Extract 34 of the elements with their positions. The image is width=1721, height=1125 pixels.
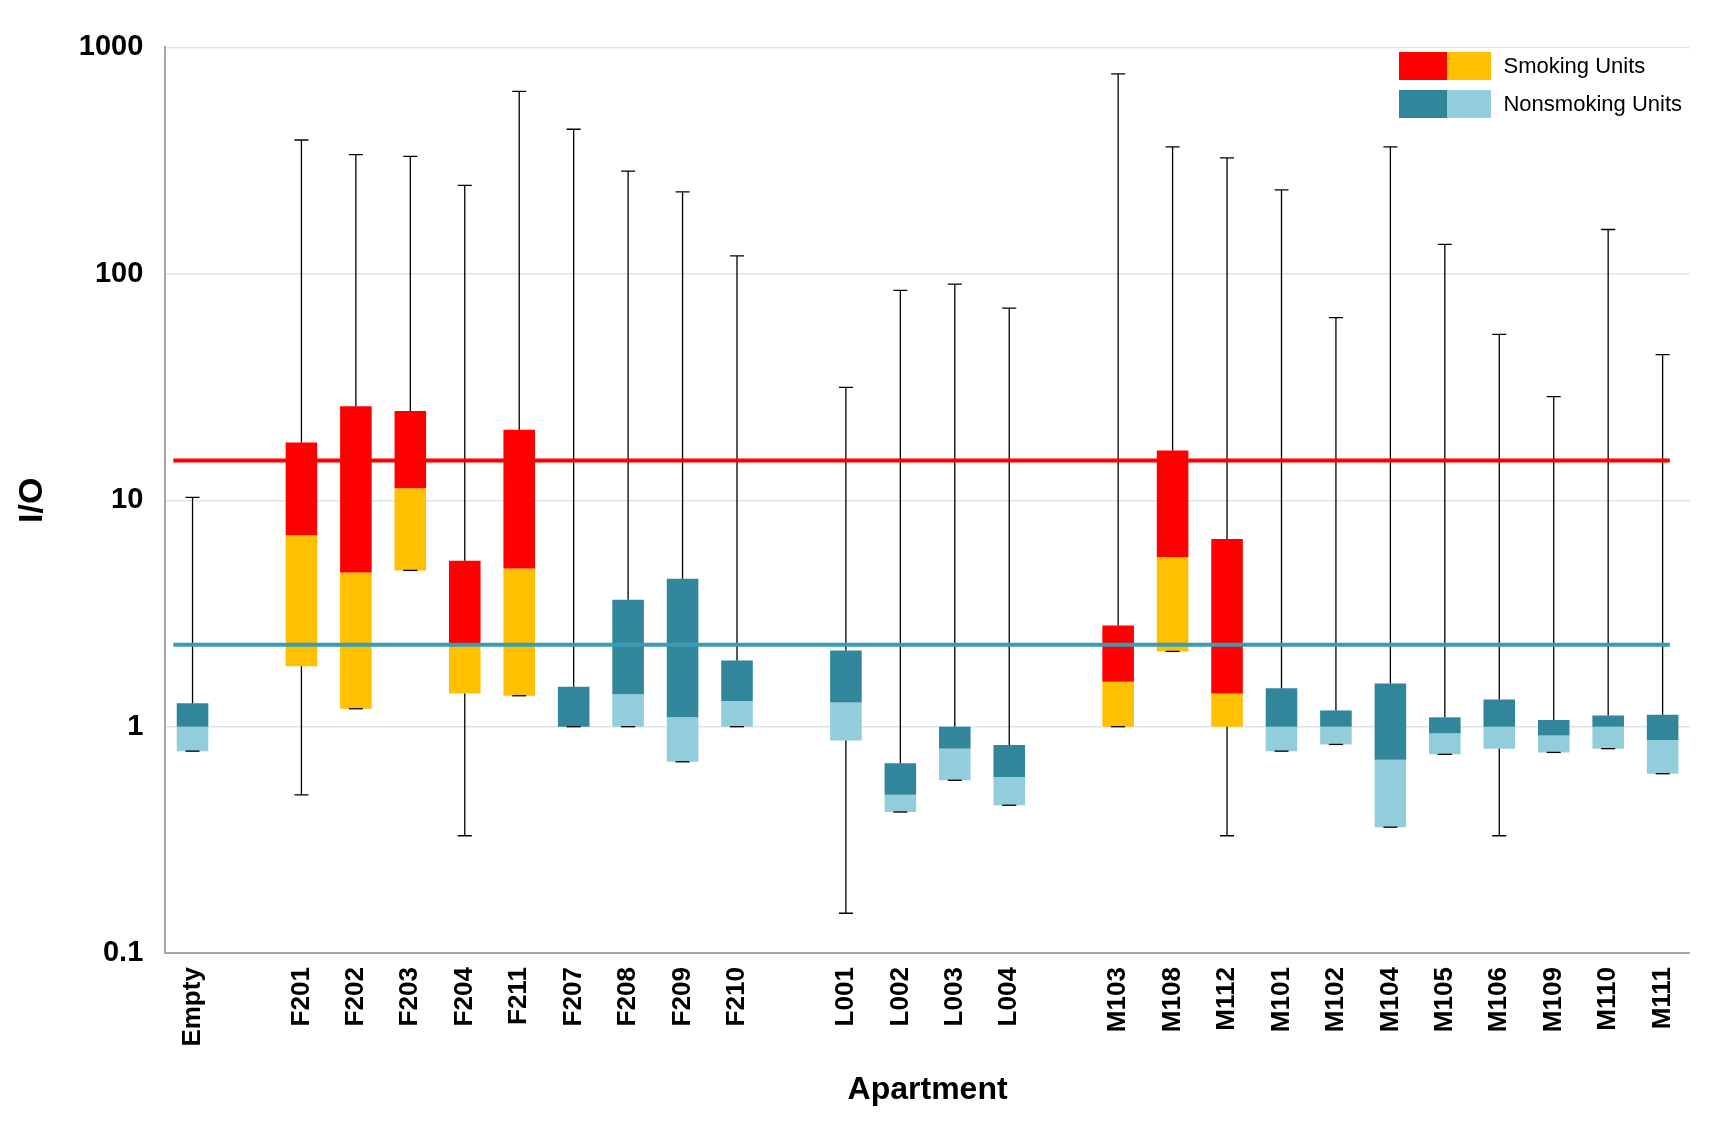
x-tick-label: M105 bbox=[1428, 967, 1458, 1033]
x-tick-label: F207 bbox=[556, 967, 587, 1027]
x-tick-label: F203 bbox=[393, 967, 424, 1027]
x-tick-label: M108 bbox=[1155, 967, 1186, 1033]
y-tick-label: 100 bbox=[94, 255, 144, 288]
x-tick-label: F201 bbox=[284, 967, 315, 1027]
x-tick-label: L003 bbox=[937, 967, 968, 1027]
legend-label: Nonsmoking Units bbox=[1503, 91, 1682, 117]
x-axis-title: Apartment bbox=[847, 1069, 1008, 1106]
x-tick-label: M106 bbox=[1482, 967, 1513, 1033]
x-tick-label: F208 bbox=[611, 967, 642, 1027]
x-tick-label: M111 bbox=[1645, 967, 1676, 1030]
x-tick-label: F204 bbox=[447, 966, 478, 1027]
x-tick-label: L001 bbox=[829, 967, 860, 1027]
x-tick-label: Empty bbox=[175, 966, 206, 1047]
y-tick-label: 0.1 bbox=[102, 935, 144, 968]
x-tick-label: M109 bbox=[1536, 967, 1567, 1033]
x-tick-label: M102 bbox=[1319, 967, 1350, 1033]
x-tick-label: L004 bbox=[992, 966, 1023, 1027]
x-tick-label: M110 bbox=[1591, 967, 1622, 1031]
x-tick-label: F209 bbox=[665, 967, 696, 1027]
x-tick-label: M112 bbox=[1210, 967, 1241, 1031]
x-tick-label: M104 bbox=[1373, 966, 1404, 1033]
y-tick-label: 10 bbox=[111, 482, 144, 515]
x-tick-label: F202 bbox=[339, 967, 370, 1027]
x-tick-label: F210 bbox=[720, 967, 751, 1027]
x-tick-label: L002 bbox=[883, 967, 914, 1027]
legend-label: Smoking Units bbox=[1503, 53, 1646, 79]
y-tick-label: 1 bbox=[127, 708, 144, 741]
x-tick-label: M101 bbox=[1264, 967, 1295, 1033]
x-tick-label: M103 bbox=[1101, 967, 1132, 1033]
y-tick-label: 1000 bbox=[78, 29, 144, 62]
x-tick-label: F211 bbox=[502, 967, 533, 1025]
y-axis-title: I/O bbox=[10, 477, 49, 523]
